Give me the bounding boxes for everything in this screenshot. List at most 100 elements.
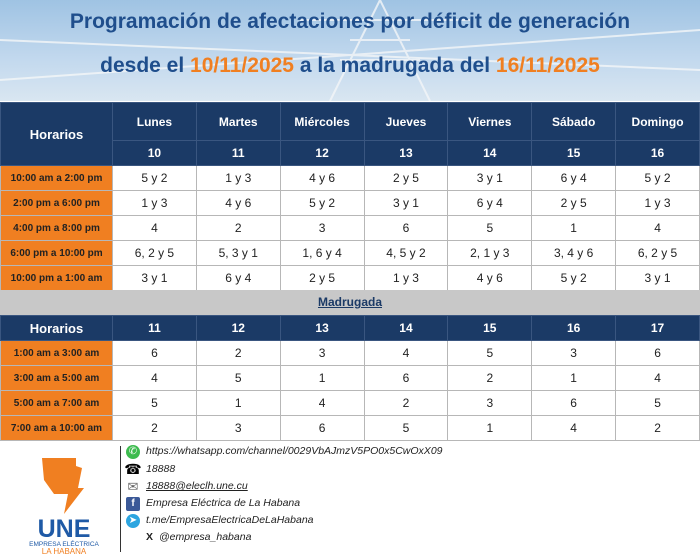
block-cell: 6 (615, 340, 700, 366)
block-cell: 3 y 1 (447, 165, 533, 191)
day-header: Domingo (615, 102, 700, 141)
table-row: 4:00 pm a 8:00 pm 4 2 3 6 5 1 4 (0, 215, 700, 241)
block-cell: 5 (447, 215, 533, 241)
block-cell: 2 (195, 340, 281, 366)
block-cell: 3 (195, 415, 281, 441)
x-link[interactable]: @empresa_habana (159, 531, 252, 543)
date-header: 13 (363, 140, 449, 166)
weekly-schedule-table: Horarios Lunes Martes Miércoles Jueves Vierne… (0, 102, 700, 291)
facebook-icon: f (126, 496, 140, 511)
block-cell: 2 y 5 (531, 190, 617, 216)
block-cell: 4 (615, 215, 700, 241)
block-cell: 4 y 6 (195, 190, 281, 216)
block-cell: 1 y 3 (615, 190, 700, 216)
facebook-link[interactable]: Empresa Eléctrica de La Habana (146, 497, 301, 509)
x-icon: X (146, 531, 154, 543)
table-row: 3:00 am a 5:00 am 4 5 1 6 2 1 4 (0, 365, 700, 391)
table-row: 5:00 am a 7:00 am 5 1 4 2 3 6 5 (0, 390, 700, 416)
block-cell: 2 (615, 415, 700, 441)
block-cell: 4 y 6 (279, 165, 365, 191)
title-line-1: Programación de afectaciones por déficit… (69, 10, 631, 33)
day-header: Sábado (531, 102, 617, 141)
block-cell: 1 (195, 390, 281, 416)
phone-icon: ☎ (124, 461, 142, 477)
block-cell: 5 (195, 365, 281, 391)
day-header: Viernes (447, 102, 533, 141)
email-icon: ✉ (127, 479, 139, 494)
block-cell: 1 (447, 415, 533, 441)
block-cell: 6 y 4 (195, 265, 281, 291)
block-cell: 3 y 1 (363, 190, 449, 216)
madrugada-label: Madrugada (0, 290, 700, 315)
date-header: 12 (195, 315, 281, 341)
header-banner: Programación de afectaciones por déficit… (0, 0, 700, 101)
date-from: 10/11/2025 (190, 54, 294, 77)
block-cell: 4 (615, 365, 700, 391)
block-cell: 5, 3 y 1 (195, 240, 281, 266)
block-cell: 4 (279, 390, 365, 416)
table-row: 1:00 am a 3:00 am 6 2 3 4 5 3 6 (0, 340, 700, 366)
une-logo: UNE EMPRESA ELÉCTRICA LA HABANA (14, 450, 114, 556)
block-cell: 6 y 4 (531, 165, 617, 191)
block-cell: 5 (363, 415, 449, 441)
block-cell: 3 (279, 340, 365, 366)
table-row: 7:00 am a 10:00 am 2 3 6 5 1 4 2 (0, 415, 700, 441)
block-cell: 3 (279, 215, 365, 241)
block-cell: 3 (447, 390, 533, 416)
block-cell: 6 y 4 (447, 190, 533, 216)
block-cell: 3 (531, 340, 617, 366)
time-slot: 10:00 am a 2:00 pm (0, 165, 113, 191)
date-header: 11 (112, 315, 197, 341)
telegram-icon: ➤ (126, 513, 140, 528)
block-cell: 2 (447, 365, 533, 391)
block-cell: 5 y 2 (615, 165, 700, 191)
block-cell: 1 (531, 215, 617, 241)
time-slot: 5:00 am a 7:00 am (0, 390, 113, 416)
block-cell: 4 (531, 415, 617, 441)
horarios-header: Horarios (0, 315, 113, 341)
block-cell: 6 (279, 415, 365, 441)
block-cell: 1 (279, 365, 365, 391)
email-link[interactable]: 18888@eleclh.une.cu (146, 480, 248, 492)
svg-text:UNE: UNE (38, 515, 91, 543)
block-cell: 4, 5 y 2 (363, 240, 449, 266)
block-cell: 5 (112, 390, 197, 416)
block-cell: 6 (531, 390, 617, 416)
block-cell: 4 (112, 215, 197, 241)
horarios-header: Horarios (0, 102, 113, 166)
date-header: 12 (279, 140, 365, 166)
date-header: 16 (531, 315, 617, 341)
table-row: 6:00 pm a 10:00 pm 6, 2 y 5 5, 3 y 1 1, 6 y… (0, 240, 700, 266)
block-cell: 6, 2 y 5 (112, 240, 197, 266)
time-slot: 1:00 am a 3:00 am (0, 340, 113, 366)
block-cell: 3 y 1 (615, 265, 700, 291)
svg-text:EMPRESA ELÉCTRICA: EMPRESA ELÉCTRICA (29, 539, 99, 548)
phone-number: 18888 (146, 463, 176, 475)
block-cell: 2, 1 y 3 (447, 240, 533, 266)
block-cell: 4 y 6 (447, 265, 533, 291)
day-header: Lunes (112, 102, 197, 141)
date-header: 13 (279, 315, 365, 341)
block-cell: 2 (363, 390, 449, 416)
block-cell: 1 y 3 (112, 190, 197, 216)
date-header: 11 (195, 140, 281, 166)
whatsapp-icon: ✆ (126, 444, 140, 459)
date-header: 14 (447, 140, 533, 166)
time-slot: 6:00 pm a 10:00 pm (0, 240, 113, 266)
telegram-link[interactable]: t.me/EmpresaElectricaDeLaHabana (146, 514, 314, 526)
date-header: 10 (112, 140, 197, 166)
block-cell: 4 (363, 340, 449, 366)
block-cell: 5 y 2 (112, 165, 197, 191)
block-cell: 2 (112, 415, 197, 441)
block-cell: 6, 2 y 5 (615, 240, 700, 266)
block-cell: 6 (363, 365, 449, 391)
block-cell: 6 (112, 340, 197, 366)
block-cell: 1, 6 y 4 (279, 240, 365, 266)
block-cell: 5 y 2 (531, 265, 617, 291)
time-slot: 2:00 pm a 6:00 pm (0, 190, 113, 216)
whatsapp-link[interactable]: https://whatsapp.com/channel/0029VbAJmzV… (146, 445, 443, 457)
time-slot: 10:00 pm a 1:00 am (0, 265, 113, 291)
block-cell: 4 (112, 365, 197, 391)
footer: UNE EMPRESA ELÉCTRICA LA HABANA ✆ https://w… (0, 440, 700, 560)
